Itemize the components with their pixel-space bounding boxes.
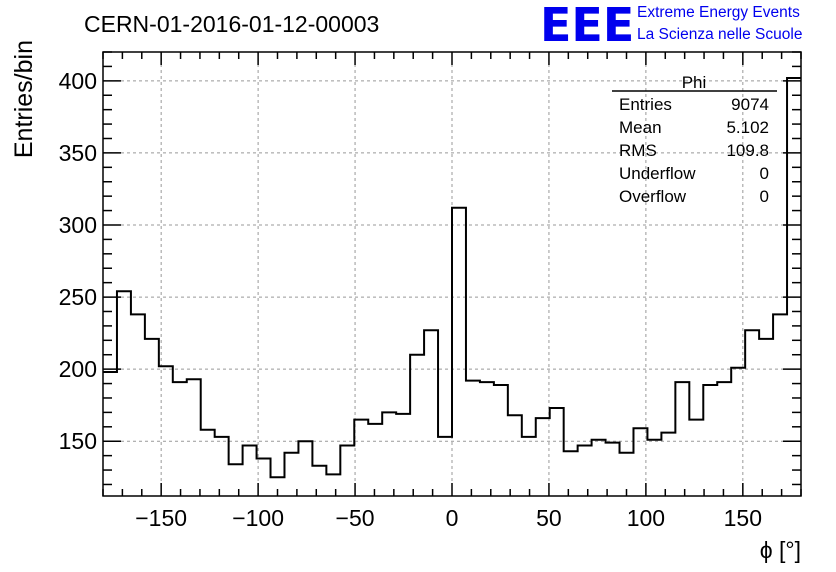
stats-label: Overflow (619, 187, 687, 206)
y-tick-label: 400 (59, 68, 97, 94)
stats-label: Underflow (619, 164, 696, 183)
axis-ticks (102, 51, 802, 496)
x-tick-label: −100 (232, 505, 284, 531)
stats-label: Entries (619, 95, 672, 114)
x-tick-label: 50 (536, 505, 562, 531)
stats-box: Phi Entries 9074 Mean 5.102 RMS 109.8 Un… (612, 73, 777, 206)
stats-label: RMS (619, 141, 657, 160)
stats-title: Phi (682, 73, 707, 92)
stats-value: 109.8 (726, 141, 769, 160)
plot-frame (102, 51, 802, 497)
stats-value: 9074 (731, 95, 769, 114)
x-tick-labels: −150 −100 −50 0 50 100 150 (135, 505, 762, 531)
eee-logo: EEE (540, 0, 634, 52)
y-tick-label: 150 (59, 428, 97, 454)
stats-label: Mean (619, 118, 662, 137)
y-tick-label: 200 (59, 356, 97, 382)
x-tick-label: −50 (336, 505, 375, 531)
y-tick-label: 250 (59, 284, 97, 310)
x-tick-label: 100 (627, 505, 665, 531)
x-tick-label: −150 (135, 505, 187, 531)
run-title: CERN-01-2016-01-12-00003 (84, 11, 379, 37)
stats-value: 0 (760, 164, 769, 183)
x-tick-label: 150 (724, 505, 762, 531)
histogram-series (103, 76, 801, 479)
x-axis-label: ϕ [°] (760, 537, 801, 563)
logo-line-1: Extreme Energy Events (637, 4, 800, 21)
logo-line-2: La Scienza nelle Scuole (637, 26, 802, 43)
y-tick-label: 300 (59, 212, 97, 238)
stats-value: 0 (760, 187, 769, 206)
y-tick-labels: 150 200 250 300 350 400 (59, 68, 97, 454)
stats-value: 5.102 (726, 118, 769, 137)
y-axis-label: Entries/bin (10, 40, 38, 158)
x-tick-label: 0 (446, 505, 459, 531)
y-tick-label: 350 (59, 140, 97, 166)
